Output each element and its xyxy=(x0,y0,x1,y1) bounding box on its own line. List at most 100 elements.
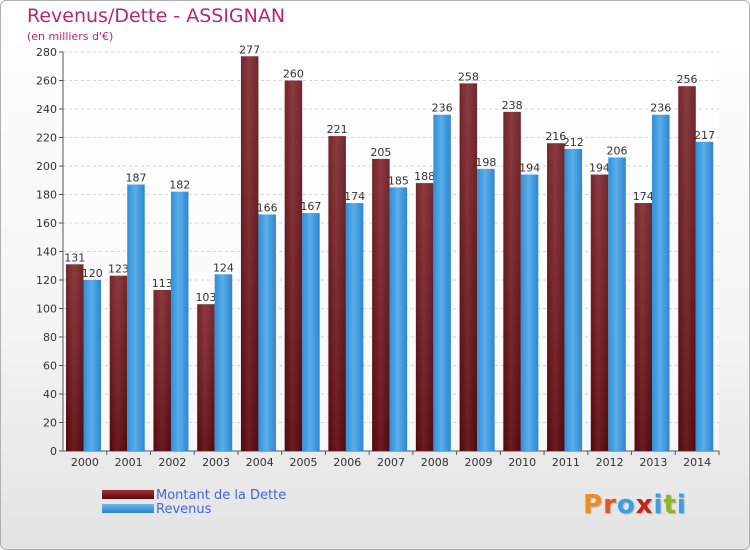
data-label-revenus: 182 xyxy=(169,179,190,192)
data-label-revenus: 194 xyxy=(519,162,540,175)
x-tick-label: 2012 xyxy=(596,456,624,469)
data-label-revenus: 206 xyxy=(607,144,628,157)
bar-revenus xyxy=(389,187,408,451)
x-tick-label: 2000 xyxy=(71,456,99,469)
y-tick-label: 100 xyxy=(36,303,57,316)
bar-dette-shade xyxy=(109,275,128,451)
logo-letter: i xyxy=(653,490,664,520)
data-label-dette: 256 xyxy=(677,73,698,86)
bar-dette-shade xyxy=(66,264,84,451)
data-label-dette: 188 xyxy=(414,170,435,183)
data-label-revenus: 166 xyxy=(257,201,278,214)
logo-letter: i xyxy=(676,490,687,520)
bar-revenus xyxy=(258,214,276,451)
x-tick-label: 2009 xyxy=(464,456,492,469)
y-tick-label: 260 xyxy=(36,75,57,88)
data-label-dette: 238 xyxy=(502,99,523,112)
bar-revenus xyxy=(652,114,670,451)
data-label-dette: 216 xyxy=(545,130,566,143)
chart-subtitle: (en milliers d'€) xyxy=(27,30,114,43)
legend-swatch-revenus xyxy=(102,504,154,513)
bar-dette-shade xyxy=(503,111,521,451)
logo-letter: o xyxy=(616,490,636,520)
x-tick-label: 2008 xyxy=(421,456,449,469)
y-tick-label: 200 xyxy=(36,160,57,173)
y-tick-label: 180 xyxy=(36,189,57,202)
y-tick-label: 120 xyxy=(36,274,57,287)
data-label-revenus: 198 xyxy=(475,156,496,169)
bar-dette-shade xyxy=(459,83,478,451)
bar-dette-shade xyxy=(547,143,565,451)
legend-label-revenus: Revenus xyxy=(156,502,212,517)
bar-revenus xyxy=(214,274,233,451)
bar-dette-shade xyxy=(372,158,390,451)
data-label-dette: 221 xyxy=(327,123,348,136)
logo-letter: P xyxy=(583,490,604,520)
bar-revenus xyxy=(564,148,583,451)
bar-revenus xyxy=(477,168,495,451)
bar-dette-shade xyxy=(678,86,696,451)
logo-letter: t xyxy=(663,490,677,520)
data-label-dette: 194 xyxy=(589,162,610,175)
y-tick-label: 0 xyxy=(50,445,57,458)
bar-revenus xyxy=(83,280,101,451)
bar-revenus xyxy=(302,213,320,451)
bar-dette-shade xyxy=(328,136,346,451)
y-tick-label: 60 xyxy=(43,360,57,373)
legend-label-dette: Montant de la Dette xyxy=(156,488,287,503)
logo-letter: r xyxy=(603,490,617,520)
data-label-dette: 174 xyxy=(633,190,654,203)
bar-revenus xyxy=(170,191,189,451)
bar-dette-shade xyxy=(284,80,303,451)
data-label-dette: 258 xyxy=(458,70,479,83)
logo-letter: x xyxy=(635,490,654,520)
data-label-revenus: 217 xyxy=(694,129,715,142)
bar-revenus xyxy=(520,174,539,452)
x-tick-label: 2006 xyxy=(333,456,361,469)
proxiti-logo: Proxiti xyxy=(583,490,687,520)
data-label-revenus: 174 xyxy=(344,190,365,203)
bar-dette-shade xyxy=(634,203,653,451)
bar-revenus xyxy=(345,203,364,451)
x-tick-label: 2011 xyxy=(552,456,580,469)
bar-dette-shade xyxy=(197,304,215,451)
data-label-revenus: 124 xyxy=(213,261,234,274)
x-tick-label: 2005 xyxy=(290,456,318,469)
x-tick-label: 2014 xyxy=(683,456,711,469)
data-label-dette: 131 xyxy=(64,251,85,264)
y-tick-label: 20 xyxy=(43,417,57,430)
data-label-revenus: 236 xyxy=(650,102,671,115)
data-label-dette: 103 xyxy=(195,291,216,304)
bar-revenus xyxy=(695,141,714,451)
data-label-revenus: 120 xyxy=(82,267,103,280)
data-label-revenus: 236 xyxy=(432,102,453,115)
legend-swatch-dette xyxy=(102,490,154,499)
x-tick-label: 2001 xyxy=(115,456,143,469)
data-label-dette: 113 xyxy=(152,277,173,290)
data-label-dette: 123 xyxy=(108,263,129,276)
x-tick-label: 2013 xyxy=(639,456,667,469)
y-tick-label: 40 xyxy=(43,388,57,401)
bar-revenus xyxy=(127,184,145,451)
x-tick-label: 2007 xyxy=(377,456,405,469)
data-label-revenus: 185 xyxy=(388,174,409,187)
x-tick-label: 2004 xyxy=(246,456,274,469)
data-label-dette: 205 xyxy=(370,146,391,159)
data-label-revenus: 212 xyxy=(563,136,584,149)
x-tick-label: 2010 xyxy=(508,456,536,469)
data-label-revenus: 187 xyxy=(125,172,146,185)
bar-dette-shade xyxy=(240,56,259,452)
y-tick-label: 220 xyxy=(36,132,57,145)
bar-revenus xyxy=(608,157,626,451)
bar-revenus xyxy=(433,114,451,451)
data-label-dette: 277 xyxy=(239,43,260,56)
y-tick-label: 160 xyxy=(36,217,57,230)
y-tick-label: 240 xyxy=(36,103,57,116)
bar-dette-shade xyxy=(590,174,609,452)
x-tick-label: 2002 xyxy=(158,456,186,469)
bar-dette-shade xyxy=(153,289,171,451)
y-tick-label: 140 xyxy=(36,246,57,259)
data-label-dette: 260 xyxy=(283,68,304,81)
